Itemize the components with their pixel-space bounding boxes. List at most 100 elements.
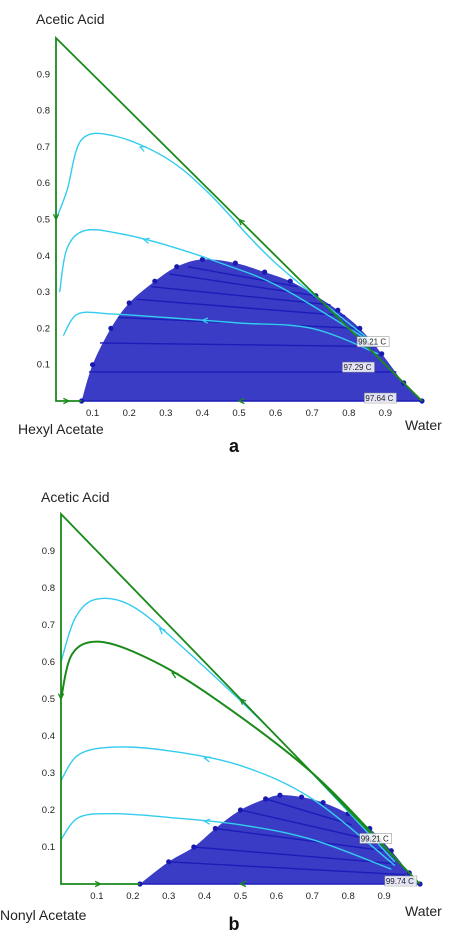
boundary-arrow	[63, 397, 71, 405]
tie-line	[169, 273, 316, 297]
binodal-point	[379, 351, 385, 357]
y-tick-label: 0.6	[42, 657, 55, 668]
y-tick-label: 0.3	[37, 287, 50, 298]
y-tick-label: 0.7	[42, 620, 55, 631]
temperature-label: 99.74 C	[386, 877, 414, 886]
binodal-point	[212, 825, 218, 832]
x-tick-label: 0.5	[234, 891, 247, 902]
binodal-point	[199, 256, 205, 263]
tie-line	[136, 298, 346, 317]
y-tick-label: 0.5	[42, 694, 55, 705]
tie-line	[193, 846, 395, 865]
x-tick-label: 0.7	[306, 408, 319, 419]
binodal-point	[287, 278, 293, 284]
binodal-point	[90, 362, 96, 368]
binodal-point	[263, 796, 269, 802]
residue-curve	[60, 812, 392, 870]
tie-line	[215, 827, 385, 852]
binodal-point	[237, 807, 244, 813]
vertex-label-top: Acetic Acid	[41, 489, 109, 505]
residue-curve-arrow	[200, 317, 209, 324]
two-phase-region	[140, 795, 420, 884]
boundary-arrow	[239, 880, 247, 888]
x-tick-label: 0.3	[159, 408, 172, 419]
binodal-point	[126, 300, 132, 306]
binodal-point	[152, 278, 158, 284]
temperature-label: 97.29 C	[343, 363, 371, 372]
boundary-arrow	[239, 697, 247, 705]
x-tick-label: 0.8	[342, 408, 355, 419]
residue-curve-arrow	[203, 756, 211, 763]
tie-line	[187, 266, 298, 288]
ternary-panel-a: 99.21 C 97.29 C 97.64 C 0.1 0.2 0.3 0.4 0.5 0.6 0…	[18, 11, 442, 456]
x-tick-label: 0.2	[126, 891, 139, 902]
tie-line	[265, 798, 352, 826]
panel-label: b	[229, 914, 240, 930]
tie-line	[168, 861, 406, 876]
residue-curve-arrow	[142, 237, 150, 244]
binodal-point	[79, 398, 85, 404]
temperature-label-box	[384, 875, 418, 887]
x-tick-label: 0.9	[377, 891, 390, 902]
tie-line	[240, 809, 370, 841]
boundary-arrow	[57, 693, 65, 701]
x-tick-label: 0.1	[90, 891, 103, 902]
distillation-boundary	[60, 640, 400, 863]
y-tick-label: 0.2	[42, 805, 55, 816]
x-tick-label: 0.8	[342, 891, 355, 902]
x-tick-label: 0.2	[123, 408, 136, 419]
x-tick-label: 0.4	[196, 408, 209, 419]
binodal-point	[166, 859, 172, 865]
residue-curve-arrow	[138, 145, 147, 152]
residue-curve	[55, 132, 379, 348]
binodal-point	[191, 844, 197, 850]
x-tick-label: 0.6	[269, 408, 282, 419]
vertex-label-right: Water	[405, 417, 442, 433]
y-tick-label: 0.4	[37, 251, 50, 262]
y-tick-label: 0.7	[37, 142, 50, 153]
ternary-panel-b: 99.21 C 99.74 C 0.1 0.2 0.3 0.4 0.5 0.6 0.7 0.8 0.…	[0, 489, 442, 930]
y-tick-label: 0.9	[37, 69, 50, 80]
residue-curve-arrow	[203, 818, 211, 825]
tie-line	[151, 285, 331, 306]
y-tick-label: 0.4	[42, 731, 55, 742]
x-tick-label: 0.7	[306, 891, 319, 902]
x-tick-label: 0.9	[379, 408, 392, 419]
y-tick-label: 0.6	[37, 178, 50, 189]
residue-curve	[60, 746, 396, 867]
binodal-point	[108, 325, 114, 331]
boundary-arrow	[170, 672, 179, 679]
boundary-arrow	[237, 397, 245, 405]
binodal-point	[232, 260, 238, 266]
x-tick-label: 0.6	[270, 891, 283, 902]
residue-curve-arrow	[158, 627, 166, 635]
temperature-label-box	[364, 392, 397, 404]
binodal-point	[262, 269, 268, 275]
x-tick-label: 0.4	[198, 891, 211, 902]
y-tick-label: 0.1	[42, 842, 55, 853]
vertex-label-right: Water	[405, 903, 442, 919]
temperature-label-box	[342, 361, 375, 373]
y-tick-label: 0.5	[37, 215, 50, 226]
x-tick-label: 0.3	[162, 891, 175, 902]
temperature-label-box	[359, 833, 392, 844]
temperature-label: 99.21 C	[361, 834, 389, 843]
vertex-label-top: Acetic Acid	[36, 11, 104, 27]
vertex-label-left: Nonyl Acetate	[0, 907, 87, 923]
temperature-label: 97.64 C	[365, 394, 393, 403]
temperature-label: 99.21 C	[358, 338, 386, 347]
residue-curve	[62, 311, 379, 355]
y-tick-label: 0.9	[42, 546, 55, 557]
boundary-arrow	[94, 880, 102, 888]
x-tick-label: 0.1	[86, 408, 99, 419]
binodal-point	[277, 792, 283, 798]
y-tick-label: 0.8	[37, 106, 50, 117]
binodal-point	[320, 800, 326, 806]
y-tick-label: 0.3	[42, 768, 55, 779]
vertex-label-left: Hexyl Acetate	[18, 421, 104, 437]
x-tick-label: 0.5	[232, 408, 245, 419]
binodal-point	[174, 264, 180, 270]
panel-label: a	[229, 436, 240, 456]
binodal-point	[357, 325, 363, 331]
